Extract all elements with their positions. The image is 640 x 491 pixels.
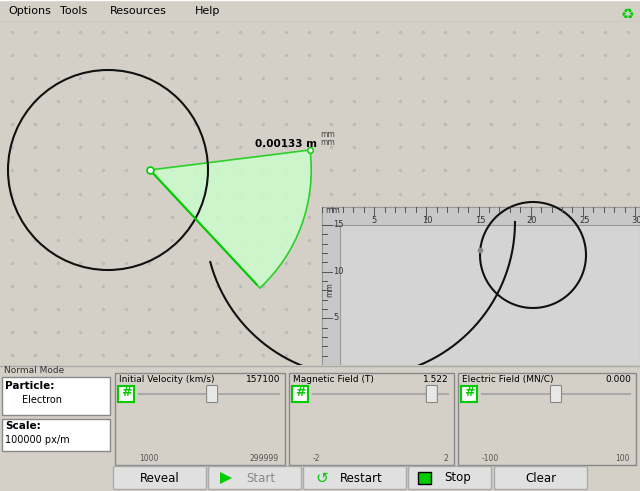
FancyBboxPatch shape xyxy=(2,377,110,415)
Text: Reveal: Reveal xyxy=(140,471,180,485)
Text: Normal Mode: Normal Mode xyxy=(4,366,64,375)
Wedge shape xyxy=(150,150,311,288)
Text: 299999: 299999 xyxy=(250,454,279,463)
Text: Tools: Tools xyxy=(60,6,87,16)
FancyBboxPatch shape xyxy=(303,466,406,490)
Text: Start: Start xyxy=(246,471,276,485)
Text: Initial Velocity (km/s): Initial Velocity (km/s) xyxy=(119,375,214,384)
Text: Stop: Stop xyxy=(445,471,472,485)
Text: Help: Help xyxy=(195,6,220,16)
FancyBboxPatch shape xyxy=(292,386,308,402)
Text: #: # xyxy=(121,386,131,399)
Text: 157100: 157100 xyxy=(246,375,280,384)
Text: mm: mm xyxy=(320,138,335,147)
Text: -100: -100 xyxy=(482,454,499,463)
Text: 100: 100 xyxy=(616,454,630,463)
Text: Scale:: Scale: xyxy=(5,421,41,431)
Text: 100000 px/m: 100000 px/m xyxy=(5,435,70,445)
Text: 5: 5 xyxy=(371,216,376,225)
FancyBboxPatch shape xyxy=(207,385,218,403)
Text: 1000: 1000 xyxy=(139,454,158,463)
Text: Resources: Resources xyxy=(110,6,167,16)
Text: ↺: ↺ xyxy=(315,470,328,486)
Text: 25: 25 xyxy=(580,216,590,225)
Text: Restart: Restart xyxy=(340,471,382,485)
Text: #: # xyxy=(464,386,474,399)
Text: 20: 20 xyxy=(527,216,537,225)
FancyBboxPatch shape xyxy=(418,472,431,484)
Text: 0.00133 m: 0.00133 m xyxy=(255,139,317,149)
FancyBboxPatch shape xyxy=(426,385,437,403)
Text: 15: 15 xyxy=(333,220,344,229)
Text: 10: 10 xyxy=(333,267,344,275)
Text: Magnetic Field (T): Magnetic Field (T) xyxy=(293,375,374,384)
Text: ♻: ♻ xyxy=(621,7,635,22)
Text: -2: -2 xyxy=(313,454,321,463)
Text: 30: 30 xyxy=(631,216,640,225)
FancyBboxPatch shape xyxy=(2,419,110,451)
Text: Particle:: Particle: xyxy=(5,381,54,391)
Text: 15: 15 xyxy=(476,216,486,225)
Text: mm: mm xyxy=(320,130,335,139)
FancyBboxPatch shape xyxy=(115,373,285,465)
FancyBboxPatch shape xyxy=(550,385,561,403)
Text: Electron: Electron xyxy=(22,395,62,405)
Text: 0.000: 0.000 xyxy=(605,375,631,384)
Text: mm: mm xyxy=(325,282,334,297)
Text: 1.522: 1.522 xyxy=(424,375,449,384)
FancyBboxPatch shape xyxy=(495,466,588,490)
FancyBboxPatch shape xyxy=(461,386,477,402)
FancyBboxPatch shape xyxy=(322,225,340,365)
FancyBboxPatch shape xyxy=(209,466,301,490)
FancyBboxPatch shape xyxy=(458,373,636,465)
FancyBboxPatch shape xyxy=(289,373,454,465)
Text: mm: mm xyxy=(325,206,340,215)
Text: Options: Options xyxy=(8,6,51,16)
Text: 5: 5 xyxy=(333,313,339,322)
FancyBboxPatch shape xyxy=(408,466,492,490)
FancyBboxPatch shape xyxy=(113,466,207,490)
FancyBboxPatch shape xyxy=(118,386,134,402)
Text: Clear: Clear xyxy=(525,471,557,485)
Text: 10: 10 xyxy=(422,216,433,225)
Polygon shape xyxy=(220,472,232,484)
Text: #: # xyxy=(295,386,305,399)
FancyBboxPatch shape xyxy=(322,207,640,225)
Text: Electric Field (MN/C): Electric Field (MN/C) xyxy=(462,375,554,384)
FancyBboxPatch shape xyxy=(322,207,640,365)
Text: 2: 2 xyxy=(444,454,448,463)
